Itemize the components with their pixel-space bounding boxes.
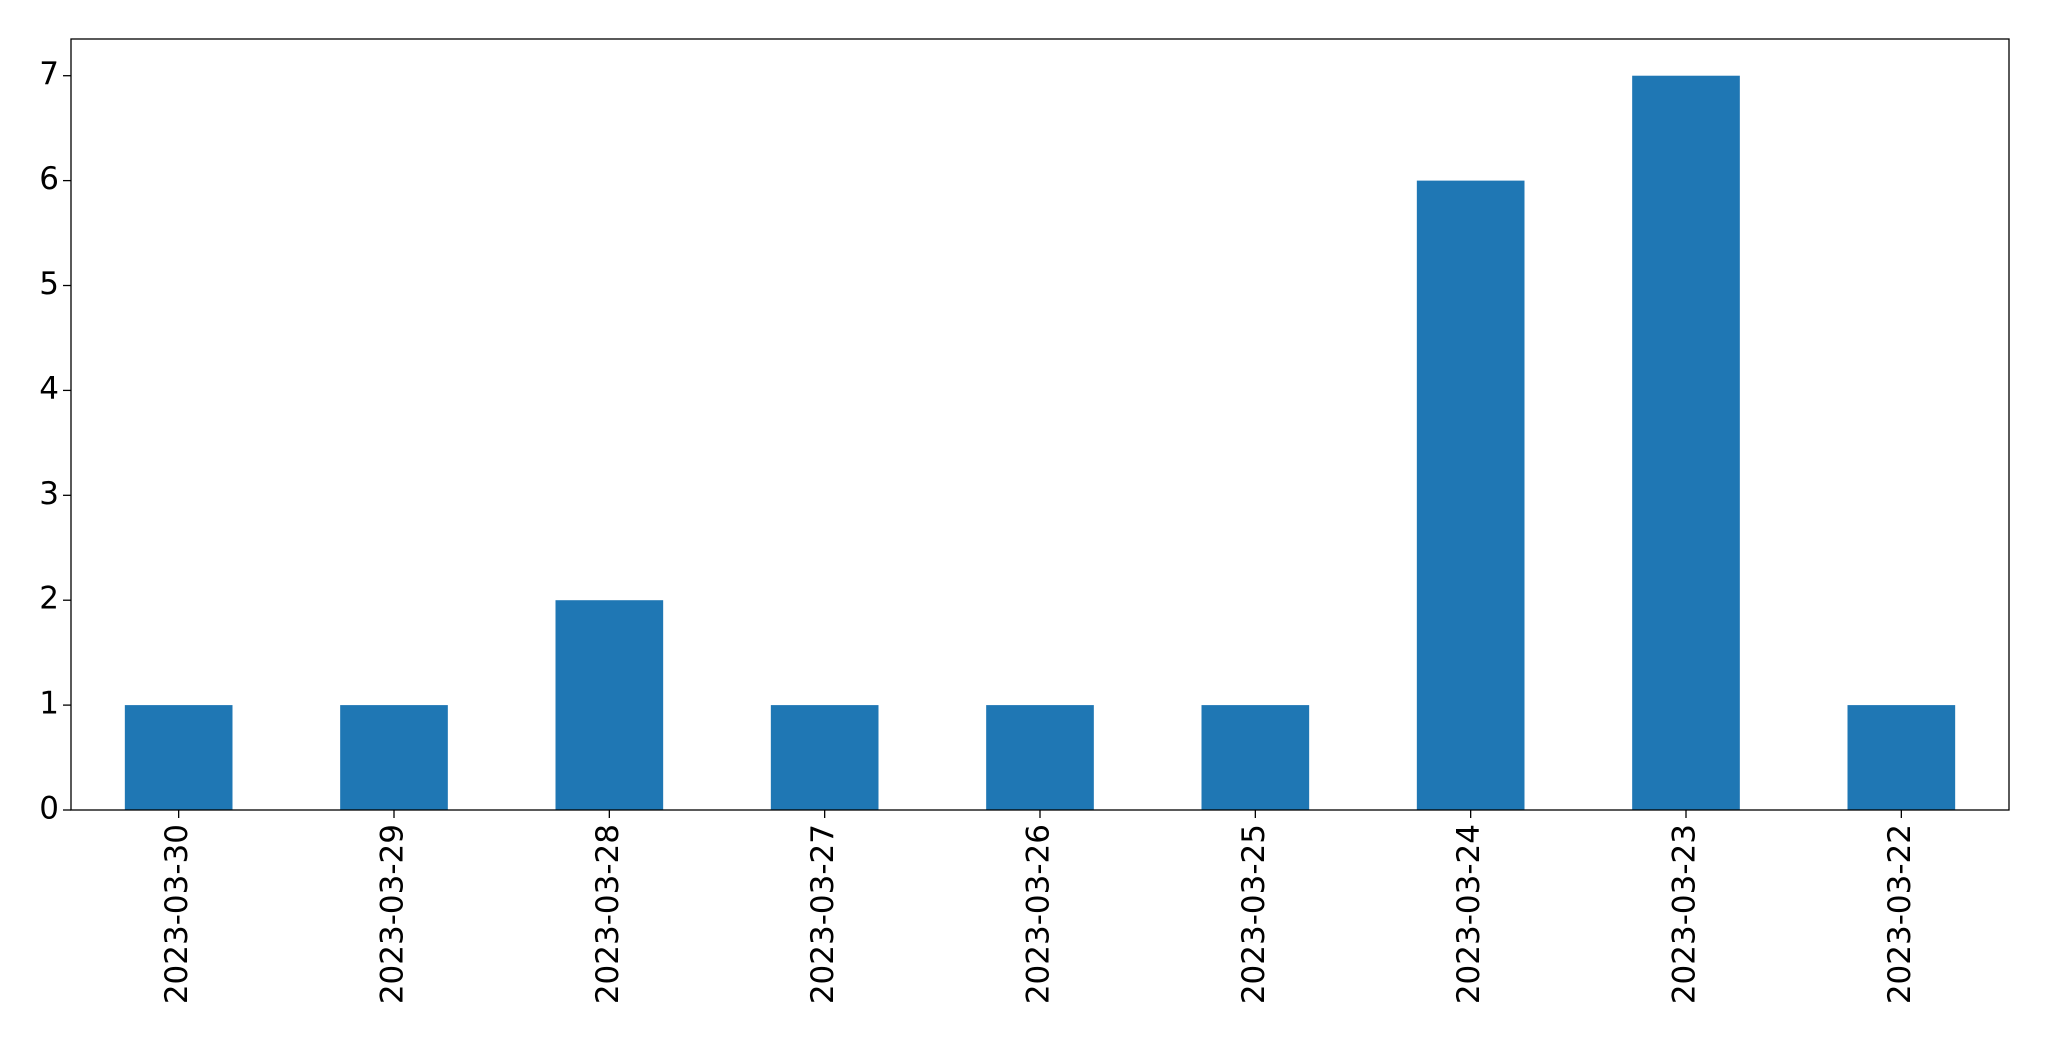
y-tick-label: 2 (39, 581, 59, 617)
x-tick-label: 2023-03-24 (1451, 824, 1487, 1004)
bar (1847, 705, 1956, 810)
bar (555, 600, 664, 810)
y-tick-label: 3 (39, 476, 59, 512)
x-tick-label: 2023-03-22 (1882, 824, 1918, 1004)
y-tick-label: 7 (39, 56, 59, 92)
bar (1416, 180, 1525, 810)
x-tick-label: 2023-03-25 (1236, 824, 1272, 1004)
bar (124, 705, 233, 810)
x-tick-label: 2023-03-30 (159, 824, 195, 1004)
bar (340, 705, 448, 810)
y-tick-label: 6 (39, 161, 59, 197)
bar (770, 705, 879, 810)
plot-frame (70, 38, 2010, 811)
bar (1632, 75, 1740, 810)
x-tick-label: 2023-03-26 (1021, 824, 1057, 1004)
y-tick-label: 4 (39, 371, 59, 407)
bar (1201, 705, 1310, 810)
y-tick-label: 1 (39, 686, 59, 722)
bar (986, 705, 1094, 810)
x-tick-label: 2023-03-27 (805, 824, 841, 1004)
x-tick-label: 2023-03-23 (1667, 824, 1703, 1004)
y-tick-label: 0 (39, 791, 59, 827)
x-tick-label: 2023-03-29 (375, 824, 411, 1004)
y-tick-label: 5 (39, 266, 59, 302)
x-tick-label: 2023-03-28 (590, 824, 626, 1004)
